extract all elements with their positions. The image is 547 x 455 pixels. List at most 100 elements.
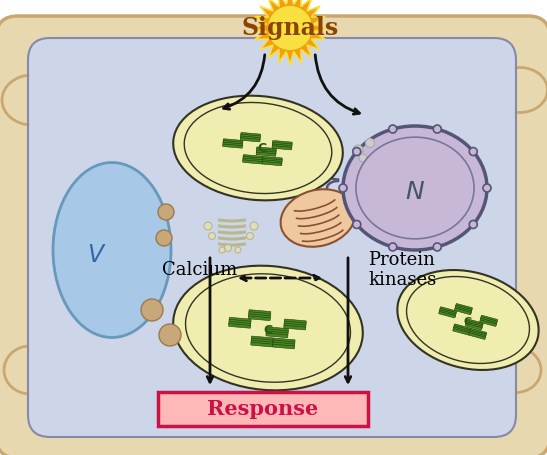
FancyBboxPatch shape [229,324,251,328]
Circle shape [224,244,231,252]
Ellipse shape [343,126,487,250]
FancyBboxPatch shape [251,336,274,341]
Text: Response: Response [207,399,318,419]
Circle shape [469,147,477,156]
FancyBboxPatch shape [439,310,456,316]
FancyBboxPatch shape [257,147,276,151]
Ellipse shape [2,75,62,125]
FancyBboxPatch shape [248,316,270,321]
FancyBboxPatch shape [466,320,483,327]
FancyBboxPatch shape [262,162,282,166]
Circle shape [353,147,361,156]
FancyBboxPatch shape [243,158,263,162]
Ellipse shape [4,346,56,394]
Ellipse shape [406,277,529,364]
Ellipse shape [53,162,171,338]
FancyBboxPatch shape [272,344,294,349]
FancyBboxPatch shape [263,158,282,162]
FancyBboxPatch shape [453,329,469,335]
FancyBboxPatch shape [266,327,288,332]
Ellipse shape [184,102,332,193]
Circle shape [389,243,397,251]
FancyBboxPatch shape [243,155,263,159]
FancyBboxPatch shape [249,310,271,314]
Circle shape [159,324,181,346]
FancyBboxPatch shape [0,16,547,455]
Circle shape [353,145,363,155]
Circle shape [433,125,441,133]
Circle shape [359,154,367,162]
Text: Signals: Signals [241,16,339,40]
FancyBboxPatch shape [469,333,485,339]
FancyBboxPatch shape [284,321,306,326]
FancyBboxPatch shape [273,338,295,343]
FancyBboxPatch shape [272,146,292,150]
FancyBboxPatch shape [284,319,306,324]
FancyBboxPatch shape [229,319,251,324]
FancyBboxPatch shape [229,322,251,326]
FancyBboxPatch shape [266,329,288,334]
FancyBboxPatch shape [481,315,498,322]
FancyBboxPatch shape [273,342,295,347]
FancyBboxPatch shape [465,324,482,330]
FancyBboxPatch shape [456,303,473,310]
Text: C: C [264,324,272,337]
FancyBboxPatch shape [455,308,471,315]
FancyBboxPatch shape [223,141,243,145]
FancyBboxPatch shape [480,320,496,326]
Circle shape [250,222,258,230]
Ellipse shape [185,274,351,382]
FancyBboxPatch shape [272,141,292,145]
Text: Calcium: Calcium [162,261,237,279]
FancyBboxPatch shape [262,160,282,164]
Circle shape [141,299,163,321]
FancyBboxPatch shape [272,142,292,147]
Circle shape [158,204,174,220]
FancyBboxPatch shape [257,149,276,153]
FancyBboxPatch shape [455,307,472,313]
FancyBboxPatch shape [240,138,260,142]
FancyBboxPatch shape [440,307,457,313]
FancyBboxPatch shape [440,308,456,315]
FancyBboxPatch shape [480,318,497,325]
FancyBboxPatch shape [251,342,273,347]
FancyBboxPatch shape [284,323,306,328]
Text: C: C [258,142,266,155]
Circle shape [365,138,375,147]
FancyBboxPatch shape [241,136,260,140]
FancyBboxPatch shape [251,338,273,343]
FancyBboxPatch shape [28,38,516,437]
Ellipse shape [173,96,343,200]
FancyBboxPatch shape [453,325,470,332]
Ellipse shape [491,348,541,393]
FancyBboxPatch shape [241,134,260,138]
FancyBboxPatch shape [454,324,471,330]
Ellipse shape [492,67,547,112]
FancyBboxPatch shape [453,327,470,334]
FancyBboxPatch shape [470,328,487,335]
Circle shape [353,220,361,228]
Text: V: V [87,243,103,267]
FancyBboxPatch shape [266,331,288,336]
Circle shape [235,247,241,253]
FancyBboxPatch shape [223,139,243,143]
Polygon shape [253,0,327,65]
FancyBboxPatch shape [455,305,472,312]
FancyBboxPatch shape [251,340,273,345]
Circle shape [208,233,216,239]
FancyBboxPatch shape [243,160,263,164]
Ellipse shape [173,266,363,390]
FancyBboxPatch shape [249,312,271,317]
FancyBboxPatch shape [480,317,497,324]
FancyBboxPatch shape [263,157,282,161]
Ellipse shape [397,270,539,370]
Ellipse shape [281,189,356,247]
Circle shape [219,247,225,253]
FancyBboxPatch shape [256,151,276,155]
Circle shape [433,243,441,251]
FancyBboxPatch shape [439,311,456,318]
Circle shape [483,184,491,192]
Text: C: C [464,317,472,327]
Ellipse shape [356,137,474,239]
FancyBboxPatch shape [256,152,276,157]
